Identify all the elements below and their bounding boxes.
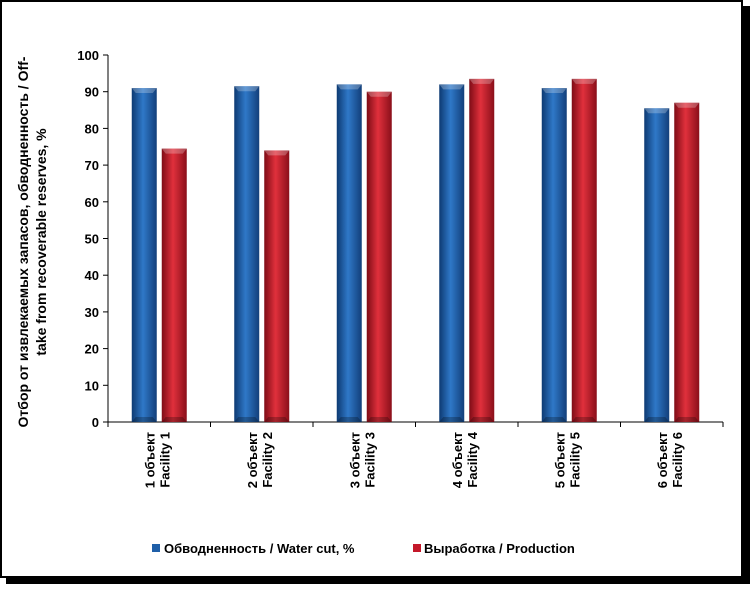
- bar-production-3: [366, 91, 392, 422]
- bar-water-cut-2: [234, 86, 260, 422]
- y-tick-label: 10: [85, 378, 99, 393]
- bar-production-bevel-bottom: [674, 417, 700, 422]
- bar-water-cut-6: [644, 108, 670, 422]
- x-tick-label-line1: 2 объект: [245, 432, 260, 488]
- bar-water-cut-bevel-top: [234, 86, 260, 92]
- bar-production-bevel-top: [264, 150, 290, 156]
- bar-production-bevel-bottom: [571, 417, 597, 422]
- y-tick-label: 50: [85, 232, 99, 247]
- legend-label-production: Выработка / Production: [424, 541, 575, 556]
- x-tick-label-line1: 5 объект: [552, 432, 567, 488]
- bar-production-bevel-top: [161, 148, 187, 154]
- bar-water-cut-bevel-top: [541, 88, 567, 94]
- bar-production-4: [469, 78, 495, 422]
- legend-swatch-production: [413, 544, 421, 552]
- plot-area: 0 10 20 30 40 50 60 70 80 90 100 1 объект Facility 1…: [77, 48, 724, 488]
- bar-production-1: [161, 148, 187, 422]
- bar-production-bevel-bottom: [366, 417, 392, 422]
- bar-water-cut-1: [131, 88, 157, 422]
- bar-water-cut-bevel-top: [439, 84, 465, 90]
- bar-water-cut-bevel-bottom: [644, 417, 670, 422]
- y-axis-title-line1: Отбор от извлекаемых запасов, обводненно…: [15, 56, 31, 427]
- bar-production-bevel-top: [571, 78, 597, 84]
- bar-production-2: [264, 150, 290, 423]
- legend-label-water-cut: Обводненность / Water cut, %: [164, 541, 355, 556]
- bar-production-bevel-top: [469, 78, 495, 84]
- x-tick-label-line2: Facility 6: [670, 432, 685, 488]
- bar-water-cut-bevel-bottom: [234, 417, 260, 422]
- y-tick-label: 20: [85, 342, 99, 357]
- bar-water-cut-4: [439, 84, 465, 423]
- y-axis-title-line2: take from recoverable reserves, %: [33, 128, 49, 356]
- x-tick-label-line1: 4 объект: [450, 432, 465, 488]
- bar-production-5: [571, 78, 597, 422]
- y-tick-label: 0: [92, 415, 99, 430]
- bar-water-cut-bevel-bottom: [541, 417, 567, 422]
- bar-production-bevel-bottom: [264, 417, 290, 422]
- x-tick-label-line1: 6 объект: [655, 432, 670, 488]
- y-tick-label: 40: [85, 268, 99, 283]
- bar-water-cut-bevel-bottom: [336, 417, 362, 422]
- bar-production-bevel-top: [366, 91, 392, 97]
- y-tick-label: 70: [85, 158, 99, 173]
- y-tick-label: 90: [85, 85, 99, 100]
- y-tick-label: 60: [85, 195, 99, 210]
- legend-swatch-water-cut: [152, 544, 160, 552]
- x-tick-label-line2: Facility 5: [567, 432, 582, 488]
- bar-water-cut-bevel-top: [644, 108, 670, 114]
- bar-water-cut-bevel-bottom: [439, 417, 465, 422]
- x-tick-label-line2: Facility 1: [157, 432, 172, 488]
- y-tick-label: 100: [77, 48, 99, 63]
- bar-water-cut-bevel-top: [336, 84, 362, 90]
- y-tick-label: 30: [85, 305, 99, 320]
- x-tick-label-line2: Facility 4: [465, 431, 480, 487]
- bar-production-6: [674, 102, 700, 423]
- bar-water-cut-bevel-top: [131, 88, 157, 94]
- bar-water-cut-5: [541, 88, 567, 422]
- legend: Обводненность / Water cut, % Выработка /…: [152, 541, 575, 556]
- bar-production-bevel-top: [674, 102, 700, 108]
- bar-production-bevel-bottom: [469, 417, 495, 422]
- x-tick-label-line1: 3 объект: [347, 432, 362, 488]
- bar-production-bevel-bottom: [161, 417, 187, 422]
- x-tick-label-line1: 1 объект: [142, 432, 157, 488]
- y-tick-label: 80: [85, 121, 99, 136]
- bar-water-cut-bevel-bottom: [131, 417, 157, 422]
- x-tick-label-line2: Facility 3: [362, 432, 377, 488]
- bar-water-cut-3: [336, 84, 362, 423]
- x-tick-label-line2: Facility 2: [260, 432, 275, 488]
